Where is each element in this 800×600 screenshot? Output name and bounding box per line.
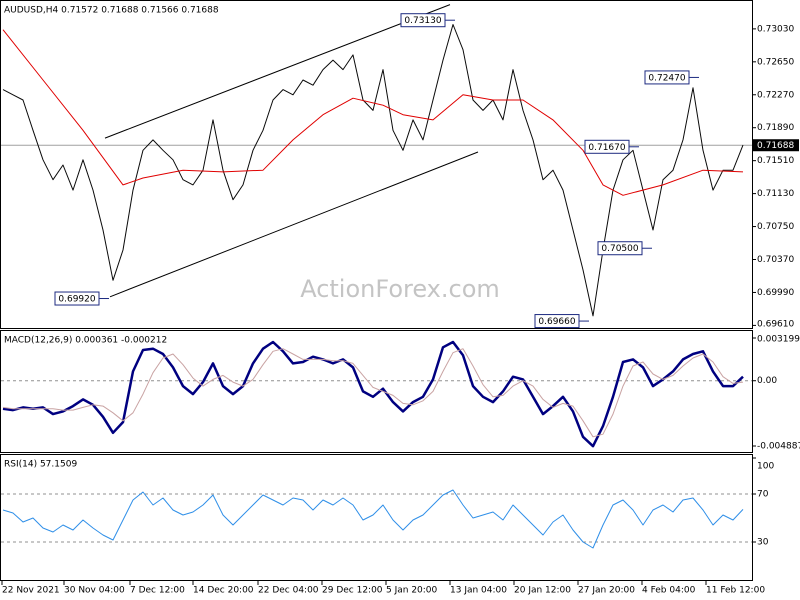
y-tick-label: 0.70750 <box>757 222 794 232</box>
y-tick-label: 0.69610 <box>757 320 794 330</box>
x-tick-label: 7 Dec 12:00 <box>130 586 185 596</box>
y-tick-label: 30 <box>757 538 769 548</box>
x-tick-label: 30 Nov 04:00 <box>64 586 125 596</box>
y-tick-label: -0.004887 <box>757 442 800 452</box>
series-line <box>2 340 744 448</box>
y-tick-label: 0.69990 <box>757 288 794 298</box>
annotation-label: 0.70500 <box>601 244 638 254</box>
rsi-title: RSI(14) 57.1509 <box>4 460 77 470</box>
y-tick-label: 0.72650 <box>757 57 794 67</box>
annotation-label: 0.73130 <box>404 16 441 26</box>
x-tick-label: 22 Nov 2021 <box>2 586 60 596</box>
annotation-label: 0.72470 <box>648 73 685 83</box>
x-tick-label: 13 Jan 04:00 <box>450 586 507 596</box>
last-price-box <box>753 139 799 152</box>
channel-line <box>109 151 479 298</box>
x-tick-label: 11 Feb 12:00 <box>706 586 765 596</box>
y-tick-label: 0.00 <box>757 376 777 386</box>
y-tick-label: 0.72270 <box>757 90 794 100</box>
x-tick-label: 5 Jan 20:00 <box>386 586 438 596</box>
annotation-label: 0.69920 <box>58 295 95 305</box>
x-tick-label: 29 Dec 12:00 <box>322 586 383 596</box>
x-tick-label: 14 Dec 20:00 <box>193 586 254 596</box>
y-tick-label: 70 <box>757 490 769 500</box>
x-tick-label: 20 Jan 12:00 <box>514 586 571 596</box>
rsi-panel-frame <box>0 454 753 581</box>
series-line <box>2 348 744 438</box>
macd-panel-frame <box>0 330 753 453</box>
x-tick-label: 4 Feb 04:00 <box>642 586 696 596</box>
x-tick-label: 22 Dec 04:00 <box>258 586 319 596</box>
y-tick-label: 0.73030 <box>757 24 794 34</box>
annotation-label: 0.69660 <box>538 317 575 327</box>
last-price-label: 0.71688 <box>757 141 794 151</box>
y-tick-label: 0.70370 <box>757 255 794 265</box>
y-tick-label: 0.003199 <box>757 335 800 345</box>
price-panel-frame <box>0 0 753 329</box>
y-tick-label: 0.71890 <box>757 123 794 133</box>
y-tick-label: 100 <box>757 462 774 472</box>
watermark: ActionForex.com <box>300 275 500 303</box>
series-line <box>2 29 744 196</box>
price-title: AUDUSD,H4 0.71572 0.71688 0.71566 0.7168… <box>4 6 219 16</box>
channel-line <box>104 4 451 139</box>
x-tick-label: 27 Jan 20:00 <box>578 586 635 596</box>
macd-title: MACD(12,26,9) 0.000361 -0.000212 <box>4 336 167 346</box>
y-tick-label: 0.71510 <box>757 156 794 166</box>
y-tick-label: 0.71130 <box>757 189 794 199</box>
series-line <box>2 489 744 549</box>
annotation-label: 0.71670 <box>588 143 625 153</box>
series-line <box>2 24 744 317</box>
